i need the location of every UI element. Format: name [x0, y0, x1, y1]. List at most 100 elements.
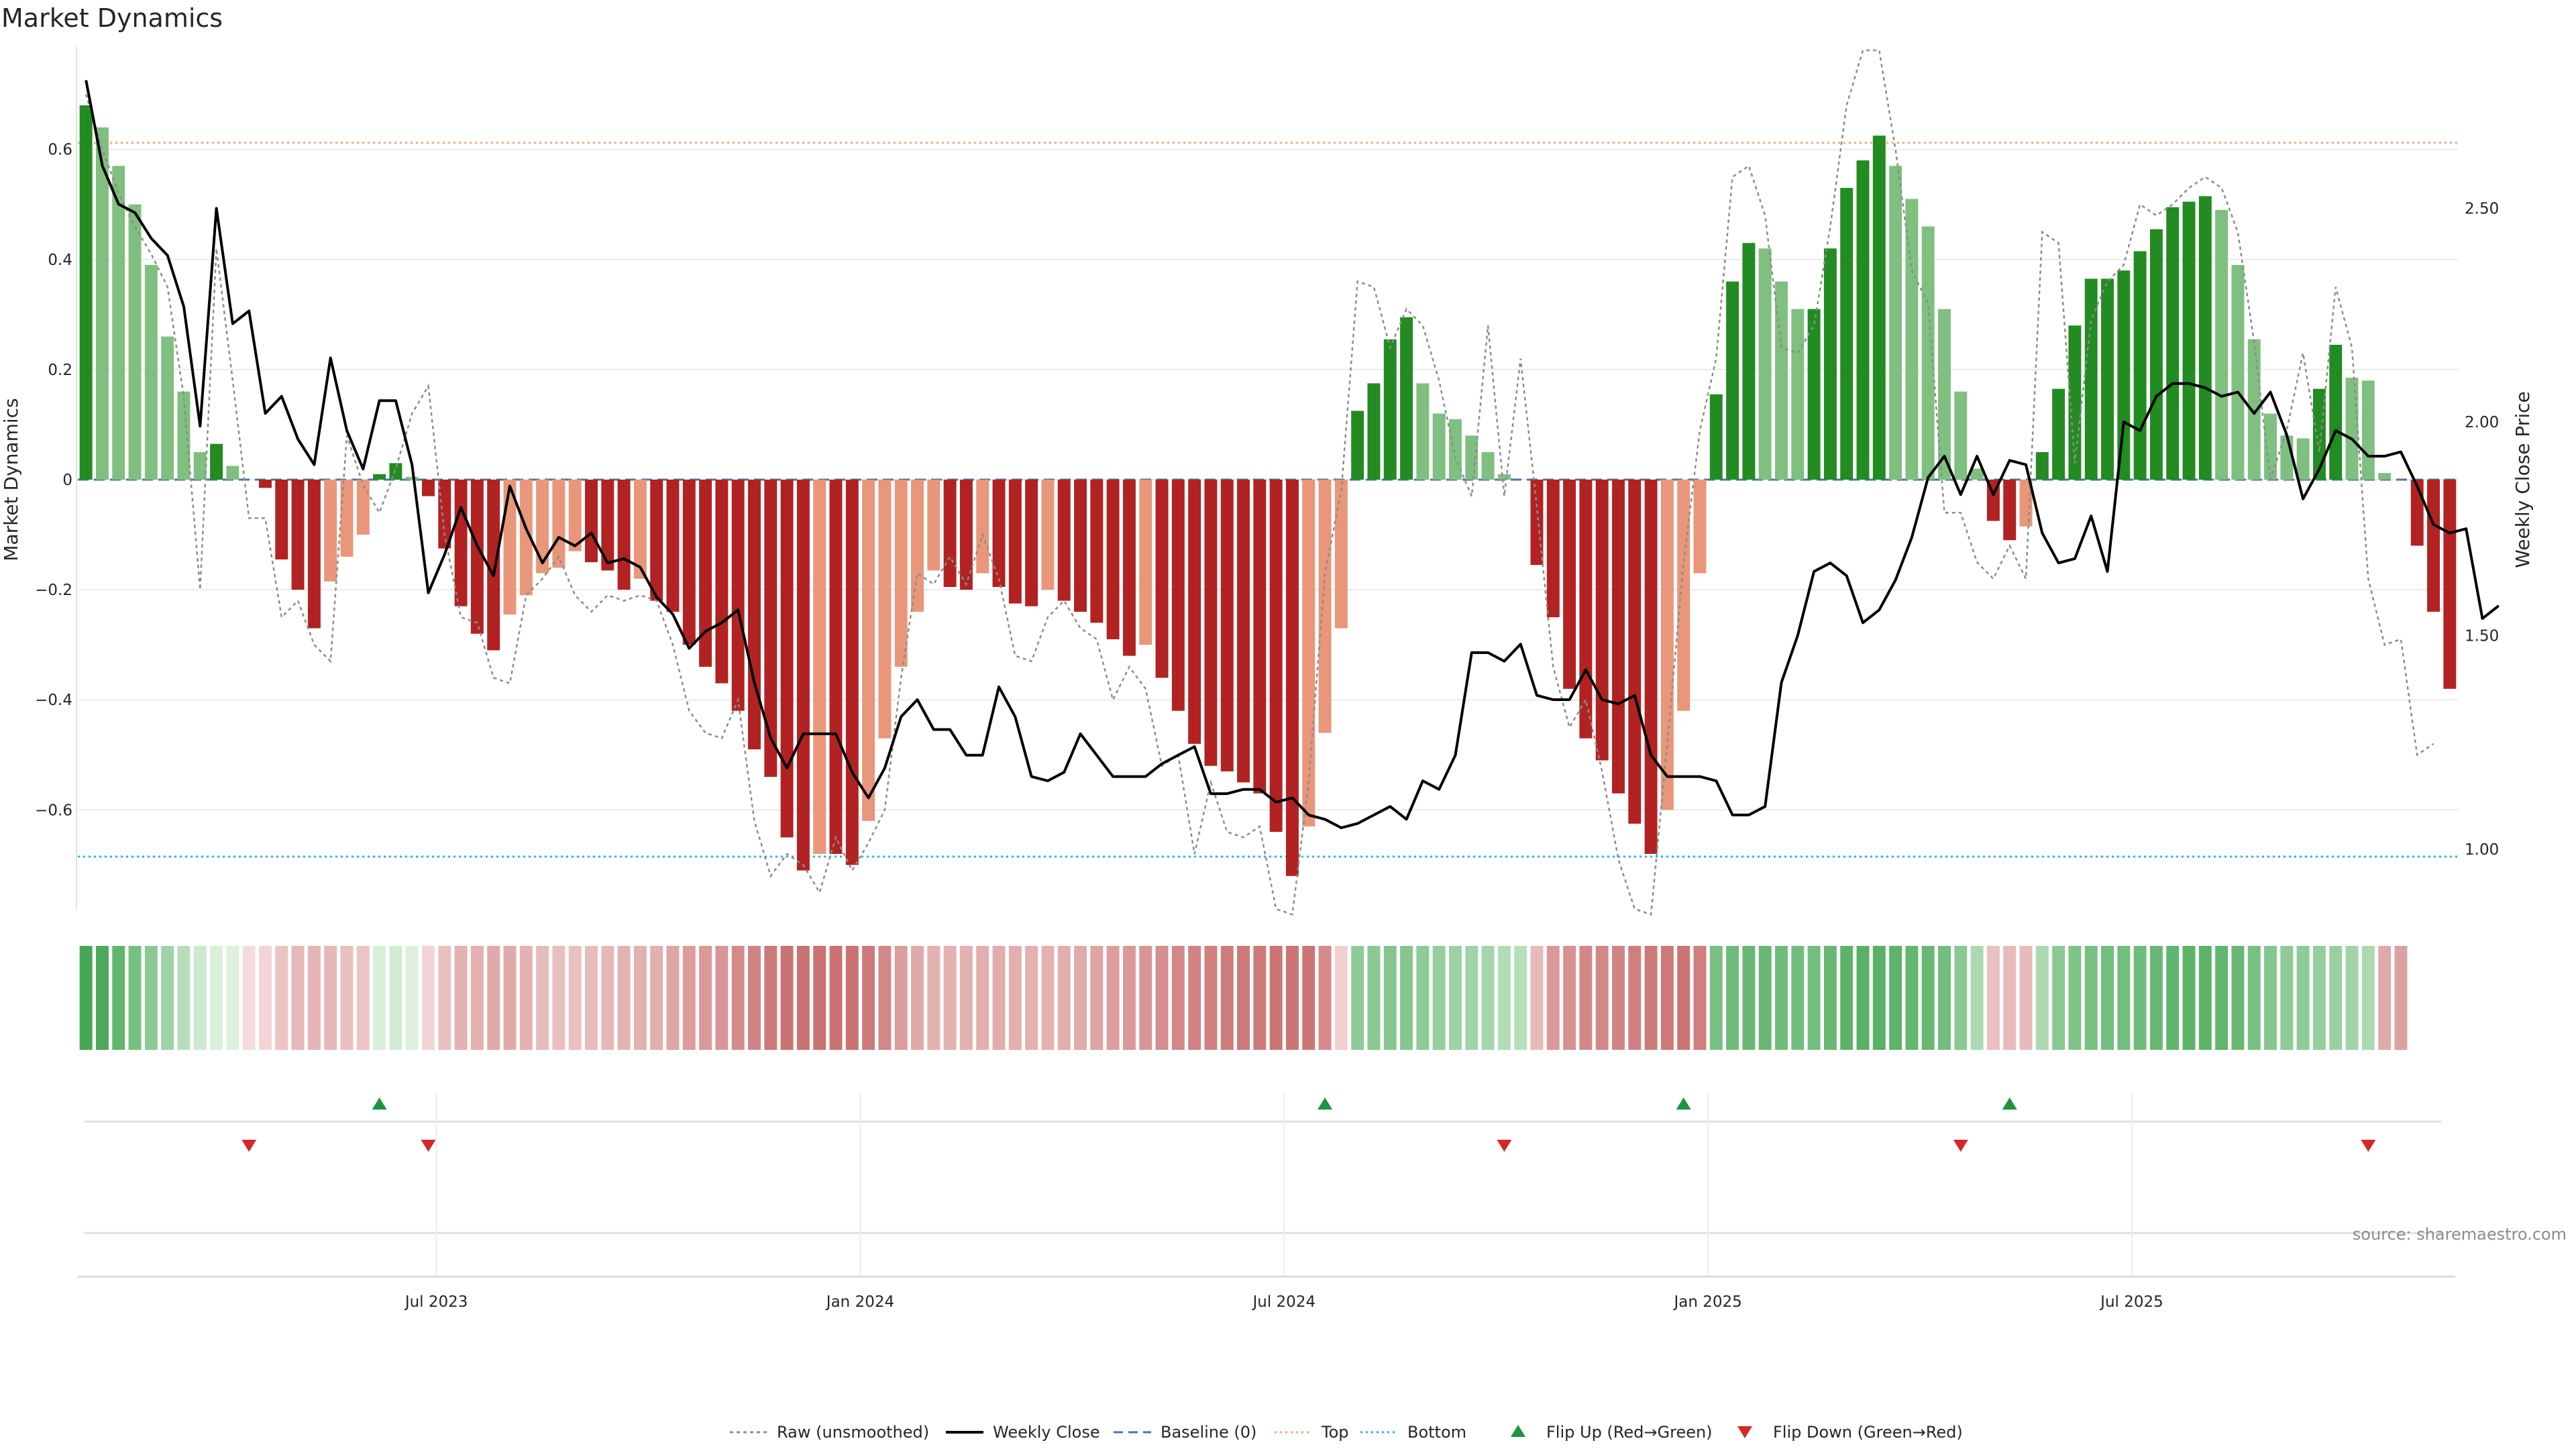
heat-cell — [1171, 946, 1185, 1050]
legend-label: Baseline (0) — [1161, 1423, 1256, 1442]
bar — [193, 451, 207, 480]
bar — [1139, 480, 1152, 645]
bar — [2345, 378, 2359, 480]
heat-cell — [161, 946, 174, 1050]
bar — [1351, 411, 1364, 480]
heat-cell — [943, 946, 957, 1050]
heat-cell — [1938, 946, 1951, 1050]
bar — [633, 480, 647, 579]
bar — [2133, 251, 2147, 480]
heat-cell — [682, 946, 696, 1050]
heat-cell — [1823, 946, 1837, 1050]
legend: Raw (unsmoothed) Weekly Close Baseline (0)… — [730, 1423, 1963, 1442]
bar — [2117, 270, 2131, 480]
bar — [112, 166, 125, 480]
bar — [356, 480, 370, 535]
heat-cell — [780, 946, 794, 1050]
bar — [2264, 413, 2277, 480]
heat-cell — [650, 946, 663, 1050]
heat-cell — [862, 946, 875, 1050]
bar — [2149, 229, 2163, 480]
heat-cell — [2378, 946, 2392, 1050]
legend-label: Top — [1321, 1423, 1349, 1442]
bar — [2198, 196, 2212, 480]
bar — [2166, 207, 2180, 480]
bar — [373, 474, 386, 480]
heat-cell — [1155, 946, 1169, 1050]
heat-cell — [307, 946, 321, 1050]
bar — [1872, 136, 1886, 480]
bar — [764, 480, 777, 777]
bar — [1448, 419, 1462, 480]
heat-cell — [601, 946, 614, 1050]
bar — [1807, 309, 1821, 480]
bar — [601, 480, 614, 571]
heat-cell — [2198, 946, 2212, 1050]
heat-cell — [2149, 946, 2163, 1050]
bar — [1400, 317, 1413, 480]
heat-cell — [2329, 946, 2343, 1050]
bar — [682, 480, 696, 645]
heat-cell — [1448, 946, 1462, 1050]
heat-cell — [2345, 946, 2359, 1050]
heat-cell — [2003, 946, 2017, 1050]
heat-cell — [1889, 946, 1902, 1050]
bar — [1432, 413, 1446, 480]
y-tick-label: 0.6 — [48, 142, 72, 159]
bar — [2443, 480, 2457, 689]
bar — [454, 480, 468, 606]
heat-cell — [1481, 946, 1495, 1050]
bar — [1758, 248, 1772, 480]
heat-cell — [1188, 946, 1201, 1050]
y-axis-ticks: 0.6 0.4 0.2 0 −0.2 −0.4 −0.6 — [35, 142, 72, 820]
bar — [1775, 281, 1788, 480]
heat-cell — [519, 946, 533, 1050]
bar — [1905, 199, 1919, 480]
bar — [422, 480, 435, 496]
heat-cell — [813, 946, 826, 1050]
bar — [1823, 248, 1837, 480]
heat-cell — [1465, 946, 1479, 1050]
heat-cell — [1383, 946, 1397, 1050]
y2-tick-label: 1.50 — [2465, 627, 2499, 645]
heat-cell — [666, 946, 680, 1050]
bar — [666, 480, 680, 612]
raw-line — [85, 49, 2434, 916]
heat-cell — [1872, 946, 1886, 1050]
heat-cell — [438, 946, 451, 1050]
bar — [1302, 480, 1316, 826]
heat-cell — [1041, 946, 1055, 1050]
heat-cell — [1595, 946, 1609, 1050]
bar — [862, 480, 875, 821]
legend-swatch-flip-up — [1511, 1425, 1525, 1437]
heat-cell — [324, 946, 337, 1050]
heat-cell — [1025, 946, 1038, 1050]
heat-cell — [454, 946, 468, 1050]
x-axis-ticks: Jul 2023 Jan 2024 Jul 2024 Jan 2025 Jul 2025 — [404, 1093, 2163, 1311]
legend-label: Flip Up (Red→Green) — [1546, 1423, 1713, 1442]
heat-cell — [1253, 946, 1267, 1050]
bar — [894, 480, 908, 667]
y2-axis-label: Weekly Close Price — [2512, 391, 2534, 568]
flip-markers — [78, 1097, 2455, 1278]
heat-cell — [242, 946, 256, 1050]
heat-cell — [1400, 946, 1413, 1050]
bar — [2101, 278, 2114, 480]
heat-cell — [1074, 946, 1087, 1050]
flip-up-marker — [372, 1097, 387, 1110]
heat-cell — [1416, 946, 1430, 1050]
heat-cell — [1106, 946, 1120, 1050]
heat-cell — [2215, 946, 2229, 1050]
heat-cell — [258, 946, 272, 1050]
bar — [1057, 480, 1071, 601]
bar — [438, 480, 451, 549]
bar — [1204, 480, 1218, 766]
heat-cell — [911, 946, 924, 1050]
bar — [2312, 388, 2326, 480]
heat-cell — [356, 946, 370, 1050]
legend-label: Weekly Close — [993, 1423, 1100, 1442]
heat-cell — [1237, 946, 1250, 1050]
heat-cell — [1807, 946, 1821, 1050]
bar — [1074, 480, 1087, 612]
